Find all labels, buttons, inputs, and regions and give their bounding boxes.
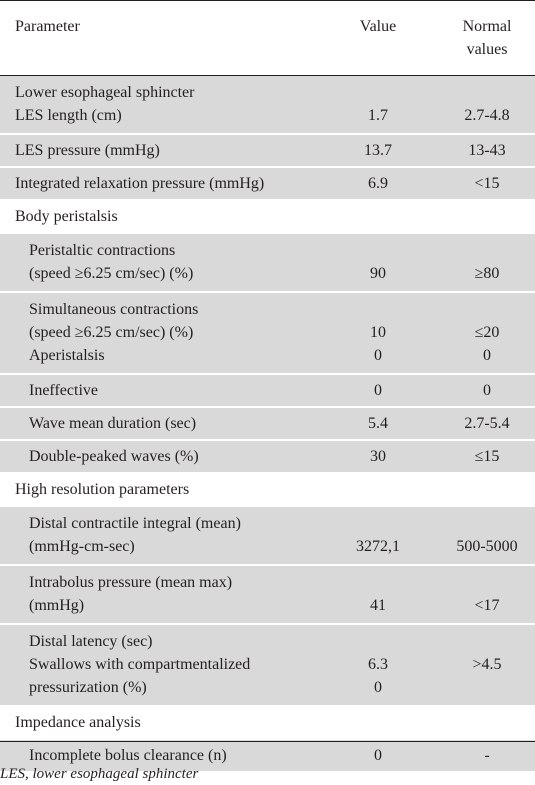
parameter-cell: (speed ≥6.25 cm/sec) (%) xyxy=(29,265,194,282)
parameter-cell: Lower esophageal sphincter xyxy=(15,84,195,101)
parameter-cell: LES length (cm) xyxy=(15,107,122,124)
value-cell: 0 xyxy=(374,679,382,696)
parameter-cell: Impedance analysis xyxy=(15,714,141,731)
parameter-cell: Distal latency (sec) xyxy=(29,633,153,650)
parameter-cell: Double-peaked waves (%) xyxy=(29,448,199,465)
parameter-cell: Swallows with compartmentalized xyxy=(29,656,251,673)
header-normal-line1: Normal xyxy=(462,18,512,35)
normal-value-cell: <15 xyxy=(474,175,500,192)
parameter-cell: Body peristalsis xyxy=(15,208,118,225)
parameter-cell: Peristaltic contractions xyxy=(29,242,176,259)
table-row: Distal contractile integral (mean) (mmHg-… xyxy=(0,507,535,566)
normal-value-cell: ≤20 xyxy=(474,324,500,341)
parameter-cell: Intrabolus pressure (mean max) xyxy=(29,574,233,591)
table-row: Lower esophageal sphincter LES length (cm… xyxy=(0,76,535,135)
table-row: Body peristalsis xyxy=(0,201,535,234)
normal-value-cell: ≤15 xyxy=(474,448,500,465)
parameter-cell: High resolution parameters xyxy=(15,481,190,498)
normal-value-cell: 500-5000 xyxy=(456,538,518,555)
normal-value-cell: 0 xyxy=(483,382,491,399)
value-cell: 6.9 xyxy=(368,175,388,192)
parameter-cell: (mmHg) xyxy=(29,597,85,614)
header-normal-line2: values xyxy=(466,41,508,58)
parameter-cell: pressurization (%) xyxy=(29,679,147,696)
value-cell: 10 xyxy=(370,324,386,341)
value-cell: 5.4 xyxy=(368,415,388,432)
parameter-cell: Ineffective xyxy=(29,382,98,399)
normal-value-cell: 2.7-4.8 xyxy=(464,107,510,124)
table-row: LES pressure (mmHg) 13.7 13-43 xyxy=(0,135,535,168)
value-cell: 0 xyxy=(374,382,382,399)
normal-value-cell: <17 xyxy=(474,597,500,614)
table-row: Integrated relaxation pressure (mmHg) 6.9… xyxy=(0,168,535,201)
normal-value-cell: ≥80 xyxy=(474,265,500,282)
parameter-cell: Distal contractile integral (mean) xyxy=(29,515,241,532)
parameter-cell: (mmHg-cm-sec) xyxy=(29,538,135,555)
value-cell: 6.3 xyxy=(368,656,388,673)
header-parameter: Parameter xyxy=(15,18,80,35)
parameter-cell: Wave mean duration (sec) xyxy=(29,415,197,432)
normal-value-cell: 0 xyxy=(483,347,491,364)
table-row: Impedance analysis xyxy=(0,707,535,740)
header-value: Value xyxy=(359,18,397,35)
value-cell: 0 xyxy=(374,747,382,764)
table-row: Incomplete bolus clearance (n) 0 - xyxy=(0,740,535,773)
parameter-cell: Integrated relaxation pressure (mmHg) xyxy=(15,175,265,192)
bottom-rule xyxy=(0,741,535,742)
value-cell: 90 xyxy=(370,265,386,282)
parameter-cell: Simultaneous contractions xyxy=(29,301,199,318)
parameter-cell: LES pressure (mmHg) xyxy=(15,142,160,159)
value-cell: 41 xyxy=(370,597,386,614)
table-row: Distal latency (sec) Swallows with compar… xyxy=(0,625,535,707)
table-row: High resolution parameters xyxy=(0,474,535,507)
table-body: Lower esophageal sphincter LES length (cm… xyxy=(0,76,535,773)
table-row: Double-peaked waves (%) 30 ≤15 xyxy=(0,441,535,474)
table-row: Peristaltic contractions (speed ≥6.25 cm/… xyxy=(0,234,535,293)
table-row: Ineffective 0 0 xyxy=(0,375,535,408)
value-cell: 30 xyxy=(370,448,386,465)
table-row: Simultaneous contractions (speed ≥6.25 cm… xyxy=(0,293,535,375)
table-header: Parameter Value Normal values xyxy=(0,0,535,76)
normal-value-cell: >4.5 xyxy=(472,656,502,673)
footnote: LES, lower esophageal sphincter xyxy=(0,766,199,782)
value-cell: 3272,1 xyxy=(356,538,400,555)
normal-value-cell: 2.7-5.4 xyxy=(464,415,510,432)
parameter-cell: Aperistalsis xyxy=(29,347,105,364)
normal-value-cell: 13-43 xyxy=(468,142,506,159)
normal-value-cell: - xyxy=(484,747,490,764)
parameter-cell: Incomplete bolus clearance (n) xyxy=(29,747,227,764)
table-row: Intrabolus pressure (mean max) (mmHg) 41 <1… xyxy=(0,566,535,625)
table-row: Wave mean duration (sec) 5.4 2.7-5.4 xyxy=(0,408,535,441)
parameter-cell: (speed ≥6.25 cm/sec) (%) xyxy=(29,324,194,341)
value-cell: 13.7 xyxy=(364,142,392,159)
value-cell: 0 xyxy=(374,347,382,364)
value-cell: 1.7 xyxy=(368,107,388,124)
